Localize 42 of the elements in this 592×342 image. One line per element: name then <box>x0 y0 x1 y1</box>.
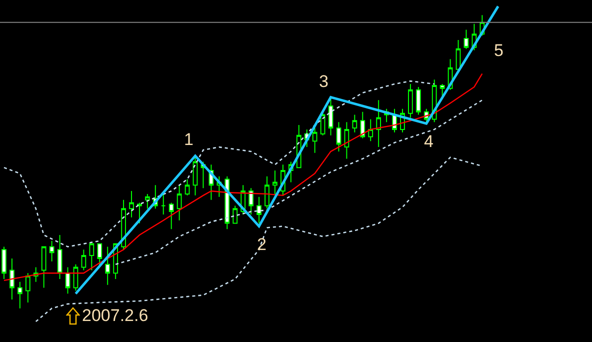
candlestick <box>232 205 238 224</box>
candlestick <box>312 127 318 154</box>
annotation: 1 <box>184 130 194 149</box>
candlestick <box>248 188 254 215</box>
candlestick <box>89 243 94 271</box>
candlestick <box>2 246 6 280</box>
candlestick <box>352 114 358 133</box>
candlestick <box>184 178 190 196</box>
candlestick <box>168 202 174 230</box>
candlestick <box>57 234 62 280</box>
candlestick <box>360 111 366 139</box>
annotation: 4 <box>424 132 434 151</box>
candlestick <box>192 155 198 196</box>
annotation: 2 <box>257 235 266 254</box>
candlestick <box>41 246 46 288</box>
candlestick <box>160 193 166 215</box>
candlestick <box>336 122 342 152</box>
candlestick <box>256 196 262 224</box>
candlestick <box>272 170 278 194</box>
candlestick <box>25 272 30 303</box>
candlestick <box>65 266 70 294</box>
candlestick <box>105 246 110 286</box>
candlestick <box>81 249 86 271</box>
annotation: 3 <box>319 72 328 91</box>
candlestick <box>137 202 142 224</box>
candlestick <box>416 86 421 116</box>
annotation: 2007.2.6 <box>82 306 148 325</box>
candlestick <box>129 190 134 218</box>
candlestick <box>440 84 445 98</box>
candlestick <box>328 96 334 136</box>
candlestick <box>344 122 350 160</box>
candlestick <box>144 193 150 210</box>
candlestick <box>49 240 54 262</box>
candlestick <box>176 184 182 221</box>
annotation: 5 <box>494 41 504 60</box>
candlestick <box>264 176 270 210</box>
candlestick <box>10 258 14 300</box>
candlestick <box>368 118 374 142</box>
candlestick <box>408 84 413 118</box>
candlestick <box>376 100 382 148</box>
candlestick <box>464 29 469 50</box>
candlestick <box>17 281 22 309</box>
